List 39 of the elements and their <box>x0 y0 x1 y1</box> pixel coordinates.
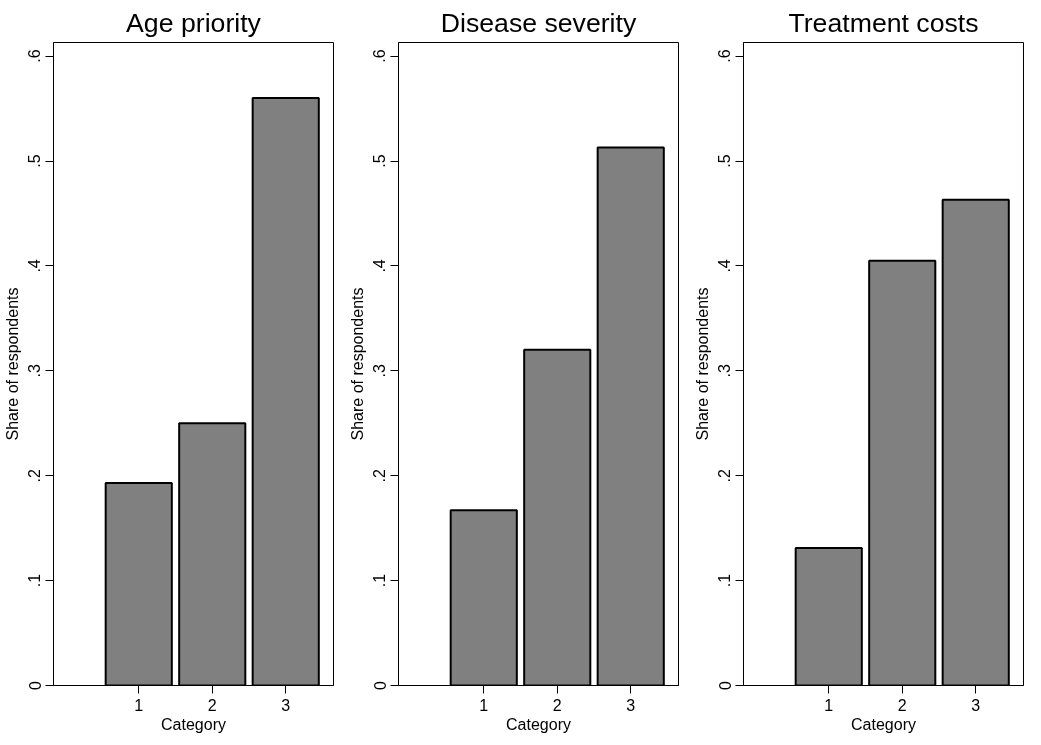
y-tick-label: .4 <box>716 259 734 273</box>
y-tick-label: .2 <box>26 468 44 483</box>
y-tick-label: .4 <box>371 259 389 273</box>
x-tick-label: 3 <box>971 696 981 714</box>
y-tick-label: .4 <box>26 259 44 273</box>
x-tick-label: 2 <box>207 696 217 714</box>
y-tick-label: .1 <box>371 573 389 588</box>
y-tick-label: 0 <box>716 680 734 690</box>
chart-title: Treatment costs <box>788 7 979 38</box>
x-tick-label: 3 <box>281 696 291 714</box>
x-axis-title: Category <box>851 715 916 733</box>
x-tick-label: 2 <box>552 696 562 714</box>
y-tick-label: .1 <box>26 573 44 588</box>
y-tick-label: .6 <box>371 49 389 63</box>
y-tick-label: .6 <box>716 49 734 63</box>
y-tick-label: .3 <box>371 364 389 378</box>
y-tick-label: .5 <box>371 154 389 168</box>
y-tick-label: .5 <box>26 154 44 168</box>
y-tick-label: .3 <box>26 364 44 378</box>
y-axis-title: Share of respondents <box>3 287 21 441</box>
y-tick-label: .3 <box>716 364 734 378</box>
x-tick-label: 1 <box>479 696 489 714</box>
y-tick-label: .1 <box>716 573 734 588</box>
y-tick-label: .6 <box>26 49 44 63</box>
x-tick-label: 1 <box>134 696 144 714</box>
chart-title: Disease severity <box>440 7 637 38</box>
y-tick-label: .5 <box>716 154 734 168</box>
chart-title: Age priority <box>126 7 262 38</box>
y-tick-label: 0 <box>26 680 44 690</box>
y-axis-title: Share of respondents <box>693 287 711 441</box>
y-tick-label: .2 <box>371 468 389 483</box>
y-tick-label: .2 <box>716 468 734 483</box>
x-axis-title: Category <box>506 715 571 733</box>
x-tick-label: 2 <box>897 696 907 714</box>
y-tick-label: 0 <box>371 680 389 690</box>
x-axis-title: Category <box>161 715 226 733</box>
x-tick-label: 3 <box>626 696 636 714</box>
y-axis-title: Share of respondents <box>348 287 366 441</box>
x-tick-label: 1 <box>824 696 834 714</box>
